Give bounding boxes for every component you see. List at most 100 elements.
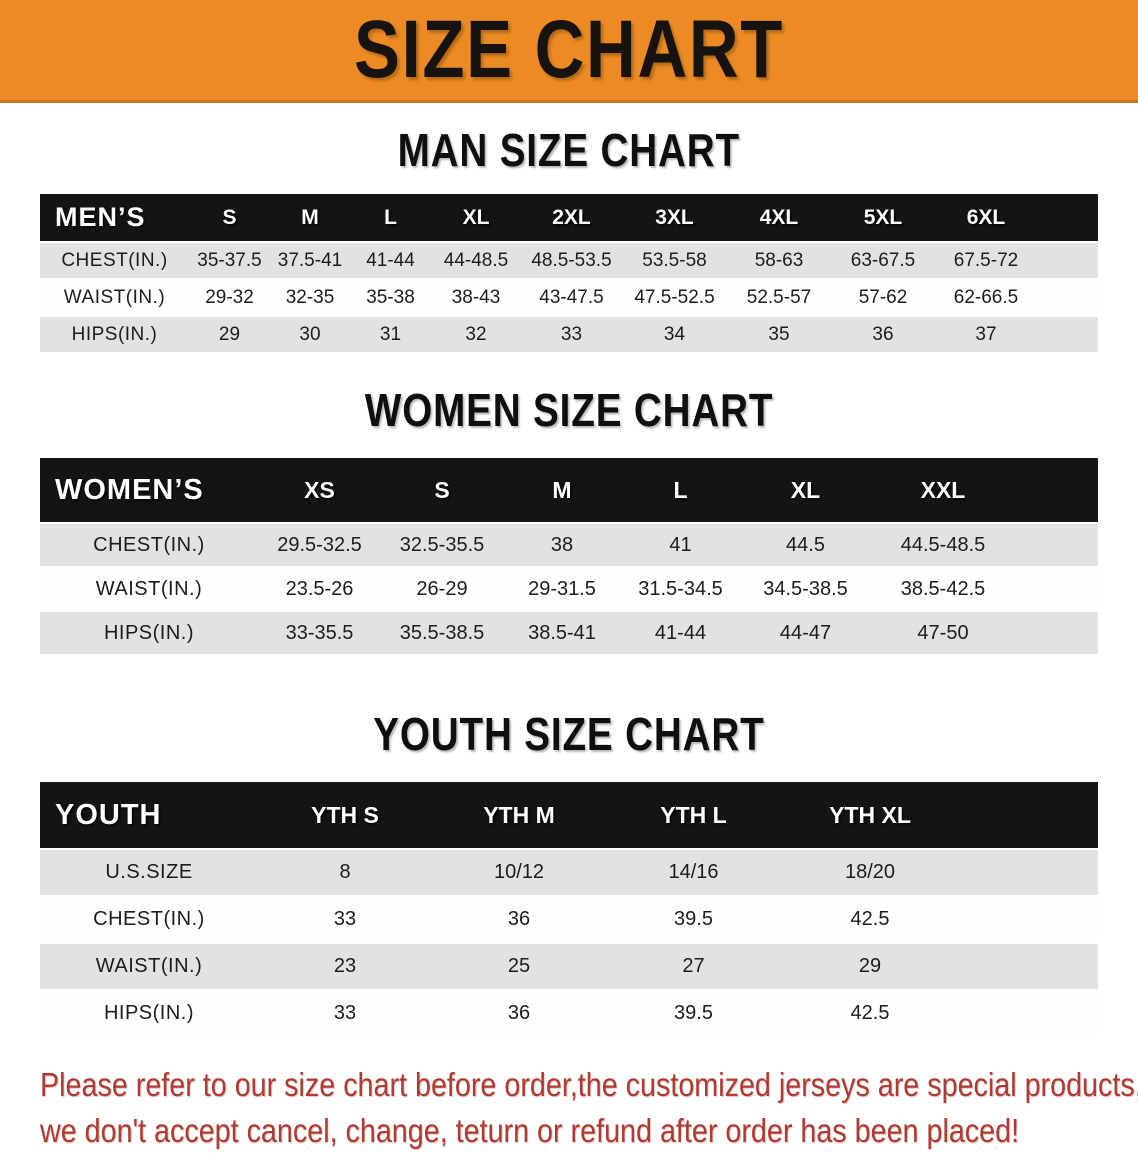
size-column-header: 3XL bbox=[622, 194, 727, 241]
youth-size-table: YOUTH YTH S YTH M YTH L YTH XL U.S.SIZE 8 10/12… bbox=[40, 780, 1098, 1038]
spacer-cell bbox=[1037, 243, 1098, 278]
spacer-cell bbox=[1037, 280, 1098, 315]
size-value-cell: 33 bbox=[258, 991, 432, 1036]
size-value-cell: 33-35.5 bbox=[258, 612, 381, 654]
row-label-cell: HIPS(IN.) bbox=[40, 317, 189, 352]
size-value-cell: 38.5-41 bbox=[503, 612, 621, 654]
size-column-header: L bbox=[621, 458, 740, 522]
size-column-header: YTH M bbox=[432, 782, 606, 848]
size-column-header: YTH S bbox=[258, 782, 432, 848]
measurement-row: WAIST(IN.) 23.5-26 26-29 29-31.5 31.5-34.5 34… bbox=[40, 568, 1098, 610]
size-value-cell: 36 bbox=[432, 897, 606, 942]
row-label-cell: U.S.SIZE bbox=[40, 850, 258, 895]
header-row: WOMEN’S XS S M L XL XXL bbox=[40, 458, 1098, 522]
measurement-row: WAIST(IN.) 23 25 27 29 bbox=[40, 944, 1098, 989]
measurement-row: CHEST(IN.) 35-37.5 37.5-41 41-44 44-48.5 48.5… bbox=[40, 243, 1098, 278]
spacer-cell bbox=[959, 944, 1098, 989]
size-column-header: 4XL bbox=[727, 194, 831, 241]
size-value-cell: 35.5-38.5 bbox=[381, 612, 503, 654]
page-title: SIZE CHART bbox=[353, 4, 785, 95]
top-banner: SIZE CHART bbox=[0, 0, 1138, 103]
size-value-cell: 23 bbox=[258, 944, 432, 989]
size-value-cell: 48.5-53.5 bbox=[521, 243, 622, 278]
size-value-cell: 23.5-26 bbox=[258, 568, 381, 610]
size-column-header: XL bbox=[431, 194, 521, 241]
size-value-cell: 44-47 bbox=[740, 612, 871, 654]
size-value-cell: 33 bbox=[521, 317, 622, 352]
size-value-cell: 36 bbox=[432, 991, 606, 1036]
spacer-cell bbox=[959, 782, 1098, 848]
size-value-cell: 25 bbox=[432, 944, 606, 989]
size-column-header: XXL bbox=[871, 458, 1015, 522]
row-label-cell: WAIST(IN.) bbox=[40, 568, 258, 610]
size-value-cell: 47.5-52.5 bbox=[622, 280, 727, 315]
size-value-cell: 67.5-72 bbox=[935, 243, 1037, 278]
spacer-cell bbox=[1015, 568, 1098, 610]
size-value-cell: 32-35 bbox=[270, 280, 350, 315]
size-value-cell: 29.5-32.5 bbox=[258, 524, 381, 566]
size-value-cell: 8 bbox=[258, 850, 432, 895]
youth-section-heading: YOUTH SIZE CHART bbox=[0, 710, 1138, 758]
spacer-cell bbox=[959, 897, 1098, 942]
size-column-header: YTH L bbox=[606, 782, 781, 848]
spacer-cell bbox=[1037, 194, 1098, 241]
size-value-cell: 10/12 bbox=[432, 850, 606, 895]
size-value-cell: 57-62 bbox=[831, 280, 935, 315]
size-value-cell: 18/20 bbox=[781, 850, 959, 895]
measurement-row: U.S.SIZE 8 10/12 14/16 18/20 bbox=[40, 850, 1098, 895]
men-size-table: MEN’S S M L XL 2XL 3XL 4XL 5XL 6XL CHEST(IN.) 35-37… bbox=[40, 192, 1098, 354]
size-value-cell: 39.5 bbox=[606, 897, 781, 942]
size-value-cell: 27 bbox=[606, 944, 781, 989]
size-value-cell: 42.5 bbox=[781, 991, 959, 1036]
header-row: YOUTH YTH S YTH M YTH L YTH XL bbox=[40, 782, 1098, 848]
size-value-cell: 41-44 bbox=[621, 612, 740, 654]
size-value-cell: 35-38 bbox=[350, 280, 431, 315]
size-column-header: XL bbox=[740, 458, 871, 522]
size-value-cell: 34 bbox=[622, 317, 727, 352]
header-row: MEN’S S M L XL 2XL 3XL 4XL 5XL 6XL bbox=[40, 194, 1098, 241]
row-label-cell: CHEST(IN.) bbox=[40, 897, 258, 942]
spacer-cell bbox=[1015, 458, 1098, 522]
size-value-cell: 53.5-58 bbox=[622, 243, 727, 278]
youth-heading-text: YOUTH SIZE CHART bbox=[373, 708, 765, 760]
row-label-cell: WAIST(IN.) bbox=[40, 280, 189, 315]
women-heading-text: WOMEN SIZE CHART bbox=[364, 384, 774, 436]
size-value-cell: 33 bbox=[258, 897, 432, 942]
row-label-cell: WAIST(IN.) bbox=[40, 944, 258, 989]
size-value-cell: 29-31.5 bbox=[503, 568, 621, 610]
size-value-cell: 14/16 bbox=[606, 850, 781, 895]
size-column-header: S bbox=[189, 194, 270, 241]
disclaimer-line-1: Please refer to our size chart before or… bbox=[40, 1066, 1138, 1103]
size-column-header: S bbox=[381, 458, 503, 522]
size-value-cell: 38.5-42.5 bbox=[871, 568, 1015, 610]
size-value-cell: 44-48.5 bbox=[431, 243, 521, 278]
men-heading-text: MAN SIZE CHART bbox=[397, 124, 741, 176]
measurement-row: HIPS(IN.) 29 30 31 32 33 34 35 36 37 bbox=[40, 317, 1098, 352]
size-value-cell: 44.5 bbox=[740, 524, 871, 566]
size-value-cell: 37 bbox=[935, 317, 1037, 352]
size-value-cell: 32.5-35.5 bbox=[381, 524, 503, 566]
table-title-cell: WOMEN’S bbox=[40, 458, 258, 522]
size-value-cell: 36 bbox=[831, 317, 935, 352]
men-section-heading: MAN SIZE CHART bbox=[0, 126, 1138, 174]
disclaimer-line-2: we don't accept cancel, change, teturn o… bbox=[40, 1112, 1020, 1149]
size-value-cell: 31 bbox=[350, 317, 431, 352]
size-column-header: 5XL bbox=[831, 194, 935, 241]
row-label-cell: CHEST(IN.) bbox=[40, 243, 189, 278]
measurement-row: HIPS(IN.) 33 36 39.5 42.5 bbox=[40, 991, 1098, 1036]
spacer-cell bbox=[1015, 524, 1098, 566]
size-column-header: M bbox=[270, 194, 350, 241]
table-title-cell: MEN’S bbox=[40, 194, 189, 241]
measurement-row: WAIST(IN.) 29-32 32-35 35-38 38-43 43-47.5 47.… bbox=[40, 280, 1098, 315]
size-value-cell: 58-63 bbox=[727, 243, 831, 278]
size-column-header: YTH XL bbox=[781, 782, 959, 848]
size-value-cell: 47-50 bbox=[871, 612, 1015, 654]
size-value-cell: 39.5 bbox=[606, 991, 781, 1036]
size-column-header: 2XL bbox=[521, 194, 622, 241]
size-value-cell: 31.5-34.5 bbox=[621, 568, 740, 610]
size-column-header: L bbox=[350, 194, 431, 241]
disclaimer-note: Please refer to our size chart before or… bbox=[40, 1062, 1138, 1154]
size-value-cell: 52.5-57 bbox=[727, 280, 831, 315]
size-value-cell: 42.5 bbox=[781, 897, 959, 942]
size-value-cell: 26-29 bbox=[381, 568, 503, 610]
